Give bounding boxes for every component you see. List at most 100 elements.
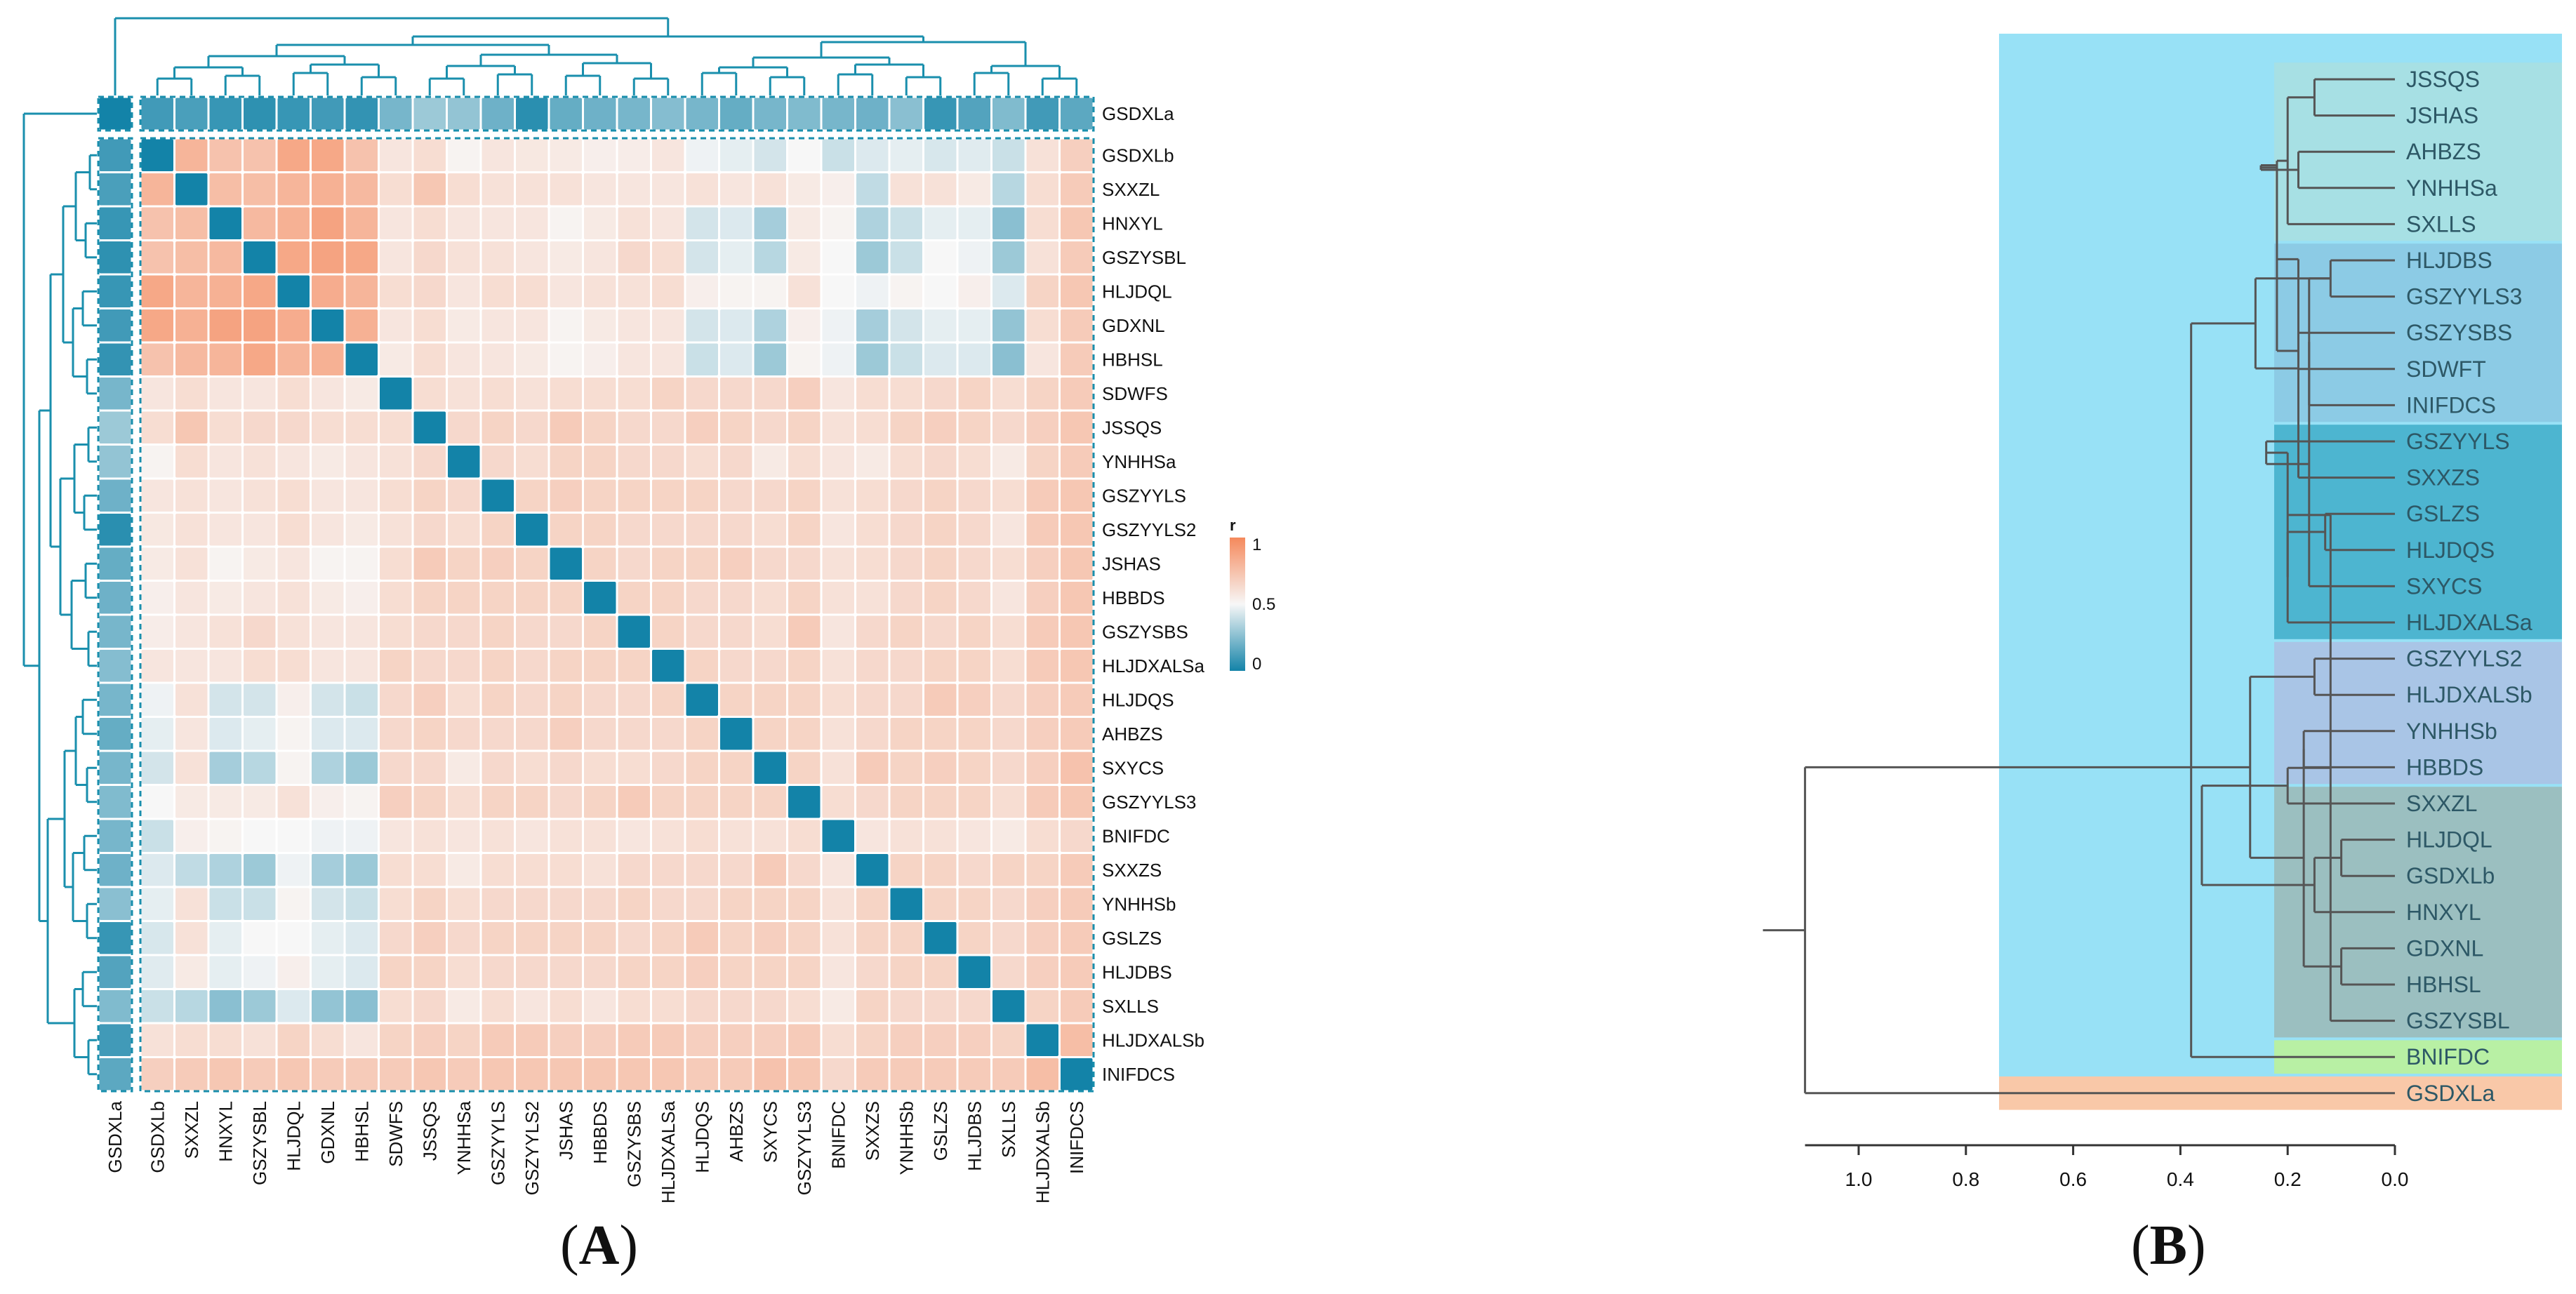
heatmap-cell (652, 990, 684, 1022)
heatmap-cell (278, 309, 310, 342)
heatmap-cell (823, 888, 855, 921)
heatmap-cell (1027, 582, 1059, 614)
heatmap-cell (788, 548, 821, 580)
heatmap-cell (244, 98, 276, 130)
heatmap-cell (584, 548, 616, 580)
heatmap-cell (584, 1025, 616, 1057)
heatmap-cell (1027, 616, 1059, 648)
heatmap-cell (856, 412, 889, 444)
heatmap-cell (1061, 616, 1093, 648)
heatmap-cell (652, 514, 684, 546)
heatmap-cell (414, 956, 446, 989)
heatmap-cell (1027, 378, 1059, 410)
heatmap-cell (856, 276, 889, 308)
heatmap-cell (1061, 309, 1093, 342)
heatmap-cell (924, 888, 957, 921)
row-label: YNHHSa (1102, 451, 1176, 472)
heatmap-cell (550, 718, 583, 750)
heatmap-cell (823, 752, 855, 785)
x-tick-label: 0.2 (2274, 1168, 2302, 1190)
heatmap-cell (720, 412, 752, 444)
heatmap-cell (618, 888, 651, 921)
heatmap-cell (788, 344, 821, 376)
heatmap-cell (584, 514, 616, 546)
leaf-label: YNHHSa (2406, 175, 2497, 201)
heatmap-cell (891, 786, 923, 818)
heatmap-cell (380, 98, 412, 130)
heatmap-cell (550, 650, 583, 682)
heatmap-cell (856, 309, 889, 342)
heatmap-cell (278, 752, 310, 785)
heatmap-cell (720, 888, 752, 921)
heatmap-cell (278, 888, 310, 921)
heatmap-cell (516, 98, 548, 130)
heatmap-cell (175, 446, 208, 478)
heatmap-cell (992, 140, 1025, 172)
heatmap-cell (550, 752, 583, 785)
heatmap-cell (823, 514, 855, 546)
column-label: SXXZS (862, 1101, 883, 1161)
heatmap-cell (414, 548, 446, 580)
heatmap-cell (312, 98, 344, 130)
heatmap-cell (720, 548, 752, 580)
heatmap-cell (175, 616, 208, 648)
heatmap-cell (584, 412, 616, 444)
leaf-label: YNHHSb (2406, 719, 2497, 744)
heatmap-cell (482, 378, 514, 410)
heatmap-cell (346, 650, 378, 682)
heatmap-cell (992, 276, 1025, 308)
heatmap-cell (482, 1058, 514, 1090)
heatmap-cell (482, 140, 514, 172)
heatmap-cell (414, 786, 446, 818)
heatmap-cell (550, 1058, 583, 1090)
heatmap-cell (618, 173, 651, 206)
heatmap-cell (788, 480, 821, 512)
heatmap-cell (755, 956, 787, 989)
heatmap-cell (924, 412, 957, 444)
heatmap-cell (618, 786, 651, 818)
heatmap-cell (244, 208, 276, 240)
heatmap-cell (720, 990, 752, 1022)
heatmap-cell (959, 412, 991, 444)
heatmap-cell (346, 718, 378, 750)
heatmap-cell (210, 514, 242, 546)
heatmap-cell (823, 344, 855, 376)
heatmap-cell (100, 173, 131, 206)
heatmap-cell (856, 854, 889, 886)
heatmap-cell (346, 1025, 378, 1057)
row-label: BNIFDC (1102, 825, 1170, 846)
heatmap-cell (244, 548, 276, 580)
heatmap-cell (278, 1025, 310, 1057)
row-label: HLJDXALSa (1102, 655, 1204, 676)
heatmap-cell (992, 616, 1025, 648)
heatmap-cell (516, 786, 548, 818)
heatmap-cell (346, 514, 378, 546)
heatmap-cell (584, 990, 616, 1022)
heatmap-cell (244, 650, 276, 682)
heatmap-cell (312, 650, 344, 682)
heatmap-cell (652, 446, 684, 478)
heatmap-cell (618, 378, 651, 410)
heatmap-cell (346, 820, 378, 853)
heatmap-cell (1061, 650, 1093, 682)
heatmap-cell (550, 276, 583, 308)
heatmap-cell (142, 140, 174, 172)
heatmap-cell (720, 378, 752, 410)
heatmap-cell (992, 98, 1025, 130)
heatmap-cell (891, 140, 923, 172)
heatmap-cell (244, 1058, 276, 1090)
heatmap-cell (516, 276, 548, 308)
heatmap-cell (720, 786, 752, 818)
leaf-label: INIFDCS (2406, 392, 2496, 418)
heatmap-cell (550, 344, 583, 376)
heatmap-cell (652, 412, 684, 444)
heatmap-cell (618, 956, 651, 989)
leaf-label: JSHAS (2406, 103, 2478, 128)
heatmap-cell (142, 548, 174, 580)
heatmap-cell (652, 820, 684, 853)
panel-a-letter: A (579, 1215, 620, 1276)
column-label: SXYCS (759, 1101, 781, 1163)
panel-a-open: ( (560, 1215, 579, 1276)
leaf-label: SXYCS (2406, 573, 2482, 599)
row-label: SDWFS (1102, 383, 1168, 404)
